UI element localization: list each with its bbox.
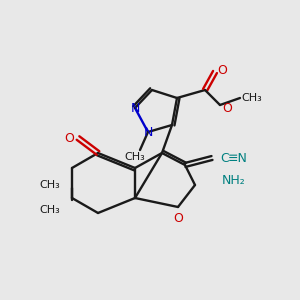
Text: ≡N: ≡N bbox=[228, 152, 248, 164]
Text: NH₂: NH₂ bbox=[222, 173, 246, 187]
Text: CH₃: CH₃ bbox=[40, 205, 60, 215]
Text: CH₃: CH₃ bbox=[40, 180, 60, 190]
Text: CH₃: CH₃ bbox=[124, 152, 146, 162]
Text: O: O bbox=[64, 131, 74, 145]
Text: O: O bbox=[173, 212, 183, 226]
Text: N: N bbox=[130, 101, 140, 115]
Text: O: O bbox=[222, 101, 232, 115]
Text: CH₃: CH₃ bbox=[242, 93, 262, 103]
Text: O: O bbox=[217, 64, 227, 76]
Text: C: C bbox=[220, 152, 229, 164]
Text: N: N bbox=[143, 125, 153, 139]
